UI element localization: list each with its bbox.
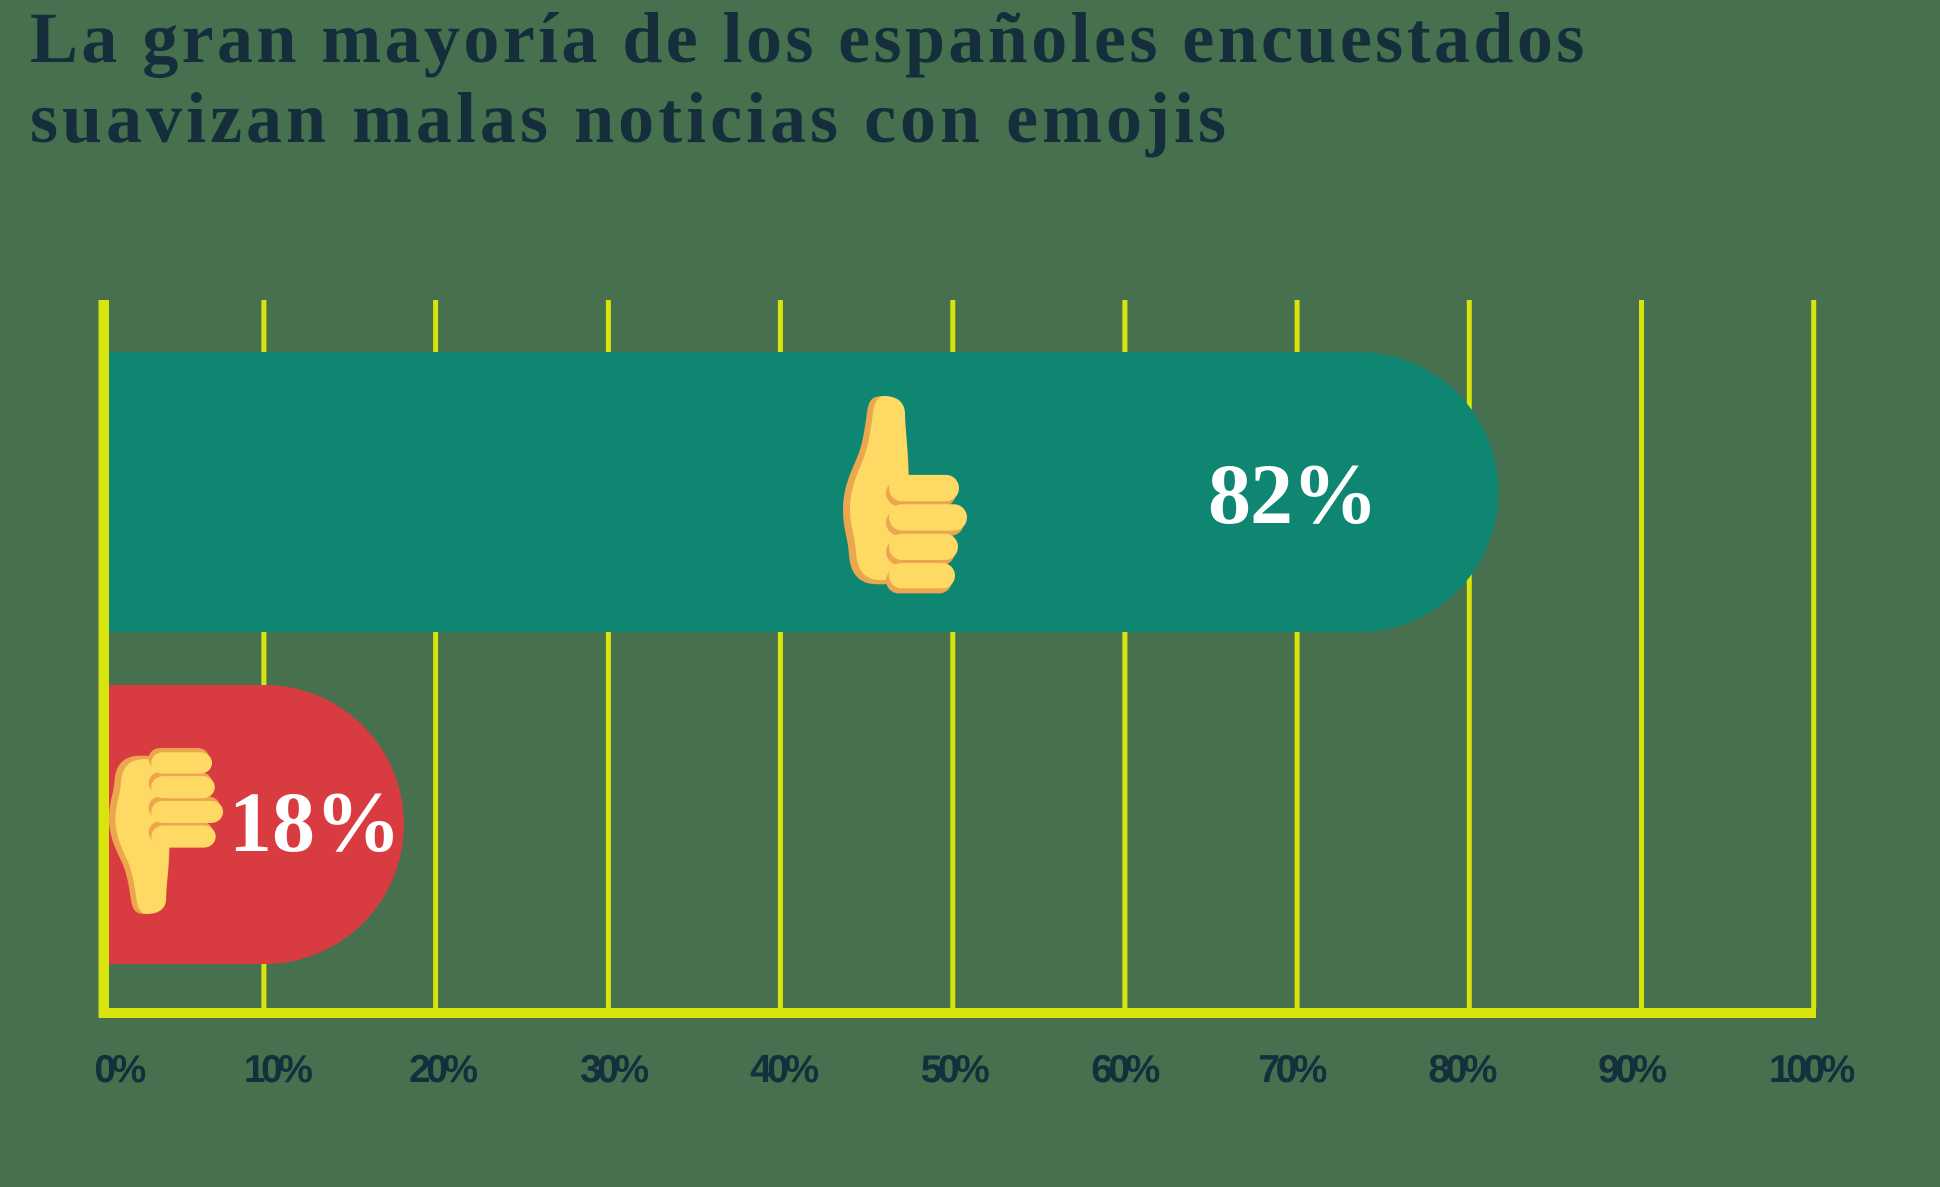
svg-text:0%: 0% <box>94 1048 145 1091</box>
svg-text:70%: 70% <box>1258 1048 1326 1091</box>
svg-text:30%: 30% <box>580 1048 648 1091</box>
svg-text:18%: 18% <box>229 774 401 870</box>
svg-text:80%: 80% <box>1428 1048 1496 1091</box>
svg-text:82%: 82% <box>1208 446 1377 542</box>
svg-text:90%: 90% <box>1598 1048 1666 1091</box>
svg-text:40%: 40% <box>750 1048 818 1091</box>
svg-text:50%: 50% <box>921 1048 989 1091</box>
svg-text:100%: 100% <box>1769 1048 1855 1091</box>
svg-text:20%: 20% <box>409 1048 477 1091</box>
svg-text:60%: 60% <box>1091 1048 1159 1091</box>
svg-text:10%: 10% <box>244 1048 312 1091</box>
